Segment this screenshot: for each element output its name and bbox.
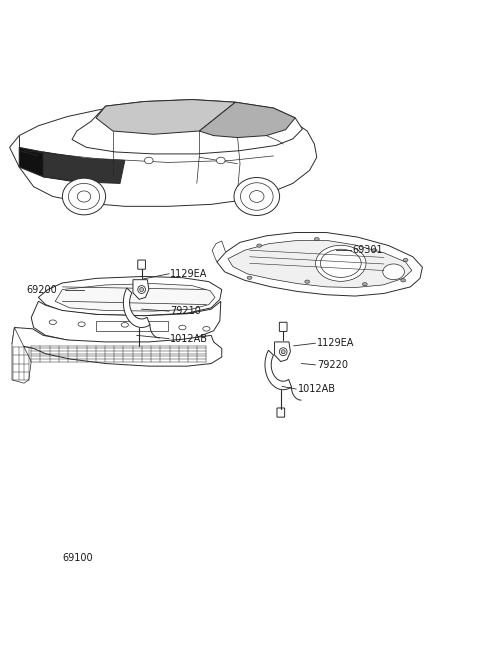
Text: 69200: 69200: [26, 284, 57, 295]
Text: 79210: 79210: [170, 306, 201, 316]
Text: 1012AB: 1012AB: [298, 384, 336, 394]
FancyBboxPatch shape: [135, 346, 143, 355]
Polygon shape: [96, 100, 235, 134]
Polygon shape: [55, 284, 215, 311]
Ellipse shape: [240, 183, 273, 210]
Ellipse shape: [257, 244, 262, 248]
Ellipse shape: [279, 348, 287, 356]
Polygon shape: [43, 152, 125, 183]
Polygon shape: [133, 280, 149, 299]
FancyBboxPatch shape: [277, 408, 285, 417]
Polygon shape: [10, 103, 317, 206]
Ellipse shape: [362, 283, 367, 286]
Ellipse shape: [62, 178, 106, 215]
Ellipse shape: [216, 157, 225, 164]
Polygon shape: [123, 288, 150, 328]
Ellipse shape: [140, 288, 144, 291]
Polygon shape: [72, 100, 302, 154]
Text: 1012AB: 1012AB: [170, 333, 208, 344]
Polygon shape: [96, 321, 168, 331]
Ellipse shape: [203, 326, 210, 331]
Ellipse shape: [316, 246, 366, 282]
Ellipse shape: [49, 320, 57, 325]
Polygon shape: [275, 342, 290, 362]
Ellipse shape: [321, 250, 361, 278]
Polygon shape: [217, 233, 422, 296]
Text: 79220: 79220: [317, 360, 348, 370]
Ellipse shape: [383, 264, 404, 280]
Ellipse shape: [403, 259, 408, 262]
Polygon shape: [12, 328, 31, 383]
Text: 1129EA: 1129EA: [317, 338, 354, 348]
Ellipse shape: [234, 178, 279, 215]
Text: 69301: 69301: [353, 245, 384, 255]
Ellipse shape: [372, 248, 377, 252]
Ellipse shape: [401, 279, 406, 282]
Text: 1129EA: 1129EA: [170, 269, 208, 279]
Ellipse shape: [77, 191, 91, 202]
Ellipse shape: [314, 238, 319, 240]
Polygon shape: [12, 328, 222, 366]
Ellipse shape: [144, 157, 153, 164]
Ellipse shape: [247, 276, 252, 280]
Ellipse shape: [121, 322, 129, 328]
Ellipse shape: [305, 280, 310, 283]
Polygon shape: [31, 301, 221, 343]
Ellipse shape: [281, 350, 285, 354]
Text: 69100: 69100: [62, 553, 93, 563]
Ellipse shape: [250, 191, 264, 202]
Polygon shape: [228, 240, 412, 288]
FancyBboxPatch shape: [138, 260, 145, 269]
Polygon shape: [199, 102, 295, 138]
Polygon shape: [212, 241, 226, 262]
Ellipse shape: [138, 286, 145, 293]
Polygon shape: [265, 350, 291, 390]
FancyBboxPatch shape: [279, 322, 287, 331]
Ellipse shape: [69, 183, 100, 210]
Polygon shape: [38, 276, 222, 316]
Ellipse shape: [78, 322, 85, 327]
Ellipse shape: [179, 325, 186, 330]
Polygon shape: [19, 147, 77, 182]
